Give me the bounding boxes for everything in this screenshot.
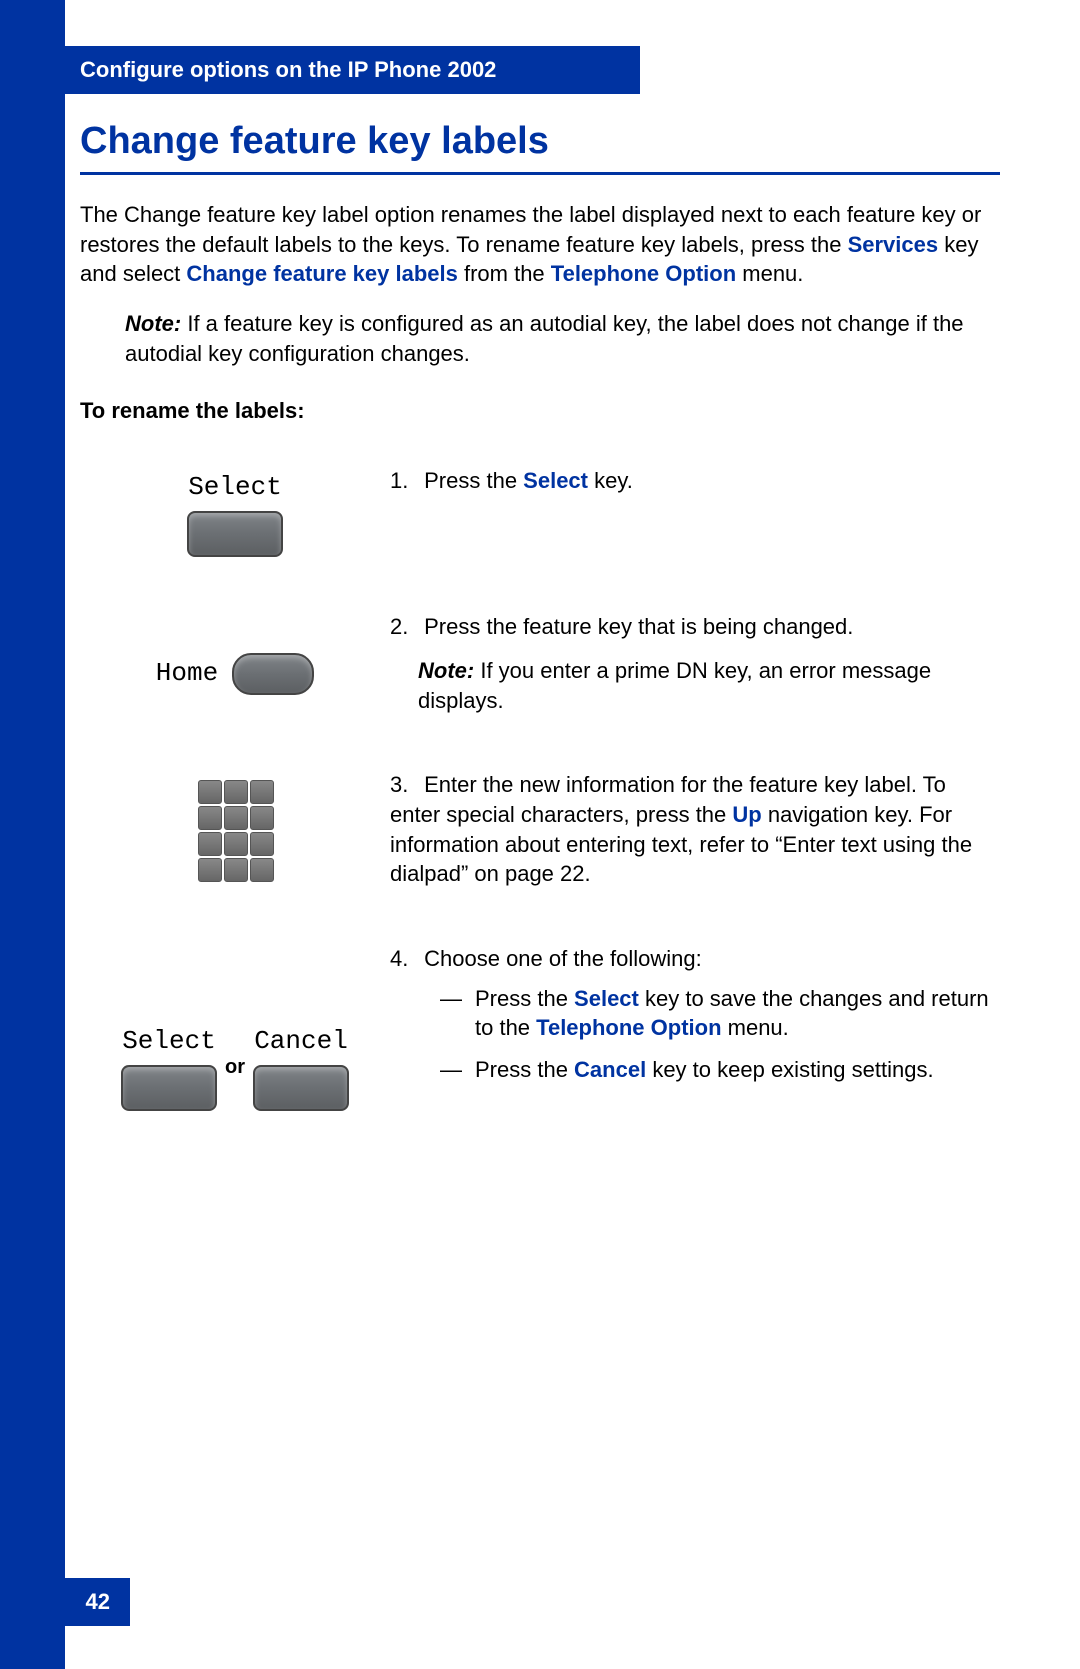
or-label: or — [225, 1054, 245, 1081]
opt-a-menu: Telephone Option — [536, 1015, 721, 1040]
intro-part3: from the — [458, 261, 551, 286]
step2-line1: Press the feature key that is being chan… — [424, 614, 853, 639]
running-header: Configure options on the IP Phone 2002 — [0, 46, 640, 94]
opt-a-c: menu. — [722, 1015, 789, 1040]
step4-number: 4. — [390, 944, 418, 974]
home-feature-key-group: Home — [156, 653, 314, 695]
step1-text: 1. Press the Select key. — [390, 466, 1000, 557]
dialpad-key — [198, 858, 222, 882]
select-softkey-group-2: Select — [121, 1024, 217, 1111]
select-softkey-icon-2 — [121, 1065, 217, 1111]
telephone-option-ref: Telephone Option — [551, 261, 736, 286]
intro-paragraph: The Change feature key label option rena… — [80, 200, 1000, 289]
step1-key-col: Select — [80, 466, 390, 557]
change-feature-ref: Change feature key labels — [186, 261, 457, 286]
dialpad-key — [250, 780, 274, 804]
dialpad-key — [224, 780, 248, 804]
step4-intro: Choose one of the following: — [424, 946, 702, 971]
step3-number: 3. — [390, 770, 418, 800]
dialpad-key — [224, 832, 248, 856]
intro-part1: The Change feature key label option rena… — [80, 202, 981, 257]
intro-part4: menu. — [736, 261, 803, 286]
cancel-softkey-icon — [253, 1065, 349, 1111]
select-softkey-label-2: Select — [122, 1024, 216, 1059]
dialpad-key — [198, 832, 222, 856]
page-number-box: 42 — [0, 1578, 130, 1626]
page-title: Change feature key labels — [80, 120, 549, 163]
dialpad-key — [250, 832, 274, 856]
dialpad-key — [198, 780, 222, 804]
document-page: Configure options on the IP Phone 2002 C… — [0, 0, 1080, 1669]
opt-a-select: Select — [574, 986, 639, 1011]
step3-text: 3. Enter the new information for the fea… — [390, 770, 1000, 889]
step2-key-col: Home — [80, 612, 390, 715]
services-key-ref: Services — [848, 232, 939, 257]
step2-note-body: If you enter a prime DN key, an error me… — [418, 658, 931, 713]
procedure-heading: To rename the labels: — [80, 396, 1000, 426]
step-row-2: Home 2. Press the feature key that is be… — [80, 612, 1000, 715]
step3-key-col — [80, 770, 390, 889]
dialpad-key — [198, 806, 222, 830]
select-softkey-label: Select — [188, 470, 282, 505]
step1-select-ref: Select — [523, 468, 588, 493]
step1-text-b: key. — [588, 468, 633, 493]
home-key-icon — [232, 653, 314, 695]
step2-note-prefix: Note: — [418, 658, 474, 683]
step1-text-a: Press the — [424, 468, 523, 493]
dialpad-key — [224, 806, 248, 830]
step4-option-b: — Press the Cancel key to keep existing … — [440, 1055, 1000, 1085]
dialpad-key — [250, 806, 274, 830]
step4-text: 4. Choose one of the following: — Press … — [390, 944, 1000, 1111]
dash-icon: — — [440, 1055, 475, 1085]
select-softkey-icon — [187, 511, 283, 557]
left-margin-bar — [0, 0, 65, 1669]
cancel-softkey-group: Cancel — [253, 1024, 349, 1111]
title-underline — [80, 172, 1000, 175]
dialpad-key — [224, 858, 248, 882]
step4-option-a: — Press the Select key to save the chang… — [440, 984, 1000, 1043]
opt-b-a: Press the — [475, 1057, 574, 1082]
step-row-4: Select or Cancel 4. Choose one of the fo… — [80, 944, 1000, 1111]
step4-options: — Press the Select key to save the chang… — [440, 984, 1000, 1085]
note-body: If a feature key is configured as an aut… — [125, 311, 964, 366]
content-area: The Change feature key label option rena… — [80, 200, 1000, 1111]
opt-b-b: key to keep existing settings. — [646, 1057, 933, 1082]
note-prefix: Note: — [125, 311, 181, 336]
dialpad-icon — [198, 780, 272, 880]
dialpad-key — [250, 858, 274, 882]
opt-a-a: Press the — [475, 986, 574, 1011]
step2-number: 2. — [390, 612, 418, 642]
step-row-3: 3. Enter the new information for the fea… — [80, 770, 1000, 889]
home-key-label: Home — [156, 656, 218, 691]
dash-icon: — — [440, 984, 475, 1043]
opt-b-cancel: Cancel — [574, 1057, 646, 1082]
step4-key-col: Select or Cancel — [80, 944, 390, 1111]
select-softkey-group: Select — [187, 470, 283, 557]
step3-up-ref: Up — [732, 802, 761, 827]
step1-number: 1. — [390, 466, 418, 496]
page-number: 42 — [86, 1589, 110, 1615]
header-text: Configure options on the IP Phone 2002 — [80, 57, 496, 83]
step2-text: 2. Press the feature key that is being c… — [390, 612, 1000, 715]
note-block-1: Note: If a feature key is configured as … — [125, 309, 1000, 368]
cancel-softkey-label: Cancel — [254, 1024, 348, 1059]
steps-list: Select 1. Press the Select key. Home — [80, 466, 1000, 1111]
step-row-1: Select 1. Press the Select key. — [80, 466, 1000, 557]
